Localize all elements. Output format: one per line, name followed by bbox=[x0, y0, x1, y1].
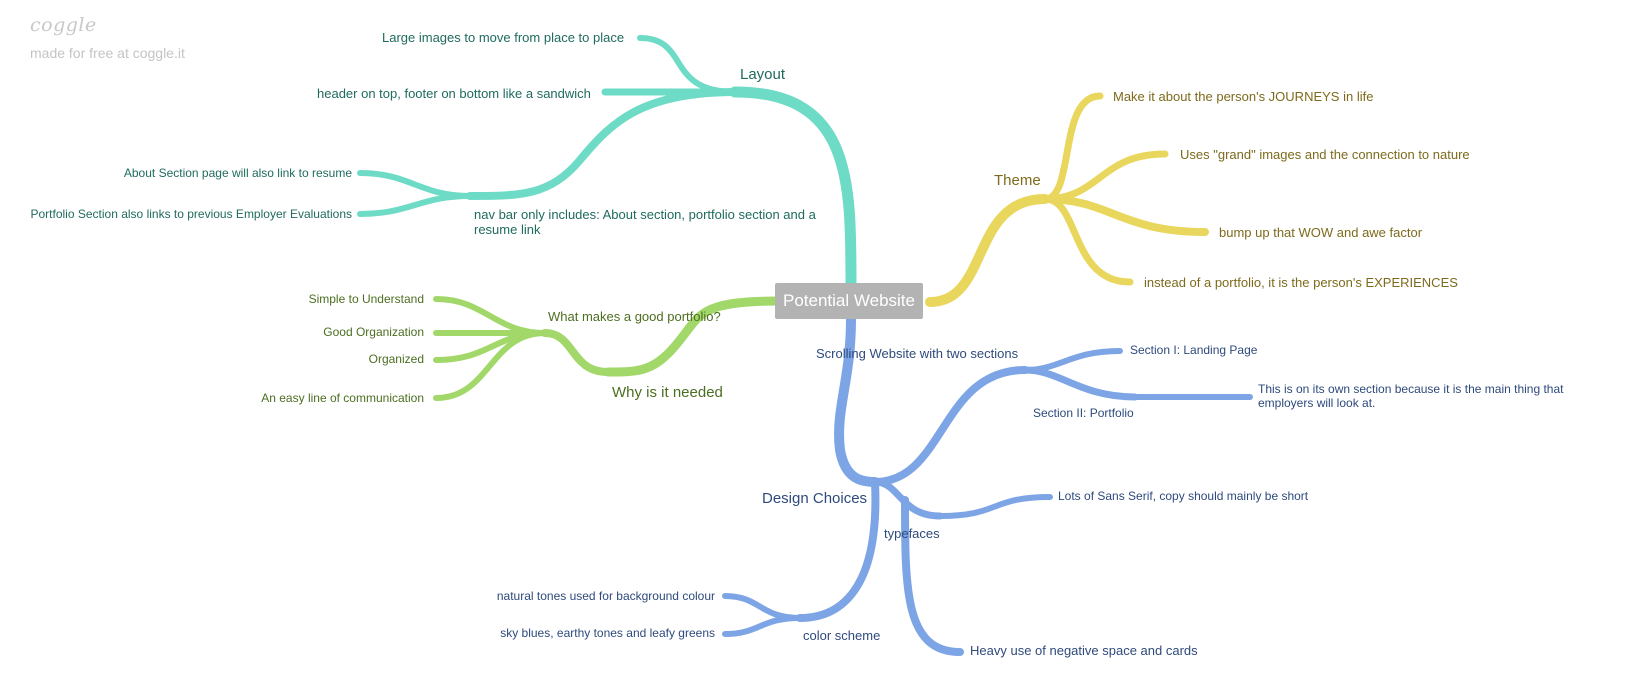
edge-layout bbox=[729, 86, 857, 291]
edge-scrolling bbox=[871, 366, 1029, 486]
node-about-section[interactable]: About Section page will also link to res… bbox=[123, 166, 352, 180]
node-large-images[interactable]: Large images to move from place to place bbox=[382, 30, 625, 45]
edge-portfolio-section bbox=[357, 193, 473, 217]
node-grand-images[interactable]: Uses "grand" images and the connection t… bbox=[1180, 147, 1470, 162]
node-why-needed[interactable]: Why is it needed bbox=[612, 384, 723, 401]
node-layout[interactable]: Layout bbox=[740, 66, 786, 83]
node-portfolio-section[interactable]: Portfolio Section also links to previous… bbox=[30, 207, 353, 221]
edge-wow bbox=[1041, 195, 1209, 236]
edge-good-portfolio bbox=[603, 296, 783, 377]
node-good-portfolio[interactable]: What makes a good portfolio? bbox=[548, 309, 721, 324]
edge-journeys bbox=[1041, 92, 1104, 203]
node-experiences[interactable]: instead of a portfolio, it is the person… bbox=[1144, 275, 1458, 290]
edge-communication bbox=[433, 330, 548, 401]
node-organized[interactable]: Organized bbox=[368, 352, 424, 366]
node-header-footer[interactable]: header on top, footer on bottom like a s… bbox=[317, 86, 591, 101]
edge-section2 bbox=[1021, 366, 1139, 401]
edge-large-images bbox=[637, 35, 738, 95]
node-negative-space[interactable]: Heavy use of negative space and cards bbox=[970, 643, 1198, 658]
edge-natural-tones bbox=[722, 593, 803, 621]
node-journeys[interactable]: Make it about the person's JOURNEYS in l… bbox=[1113, 89, 1374, 104]
node-natural-tones[interactable]: natural tones used for background colour bbox=[496, 589, 715, 603]
node-section2[interactable]: Section II: Portfolio bbox=[1033, 406, 1134, 420]
node-sky-blues[interactable]: sky blues, earthy tones and leafy greens bbox=[500, 626, 715, 640]
edge-design bbox=[834, 314, 880, 487]
node-own-section[interactable]: This is on its own section because it is… bbox=[1258, 382, 1564, 410]
edge-section1 bbox=[1022, 348, 1123, 373]
edge-sans-serif bbox=[937, 494, 1053, 519]
edge-color-scheme bbox=[796, 478, 880, 622]
central-node[interactable]: Potential Website bbox=[775, 283, 923, 319]
edge-simple bbox=[433, 296, 548, 336]
edge-theme bbox=[925, 194, 1050, 307]
edge-experiences bbox=[1041, 195, 1134, 286]
node-color-scheme[interactable]: color scheme bbox=[803, 628, 881, 643]
node-sans-serif[interactable]: Lots of Sans Serif, copy should mainly b… bbox=[1058, 489, 1309, 503]
node-simple[interactable]: Simple to Understand bbox=[308, 292, 424, 306]
node-section1[interactable]: Section I: Landing Page bbox=[1130, 343, 1258, 357]
node-nav-bar[interactable]: nav bar only includes: About section, po… bbox=[474, 207, 816, 237]
node-communication[interactable]: An easy line of communication bbox=[261, 391, 424, 405]
edge-about-section bbox=[357, 170, 473, 199]
edge-sky-blues bbox=[722, 615, 803, 637]
node-theme[interactable]: Theme bbox=[994, 172, 1041, 189]
node-scrolling[interactable]: Scrolling Website with two sections bbox=[816, 346, 1019, 361]
node-typefaces[interactable]: typefaces bbox=[884, 526, 940, 541]
node-design[interactable]: Design Choices bbox=[762, 490, 868, 507]
coggle-tagline[interactable]: made for free at coggle.it bbox=[30, 45, 185, 61]
node-wow[interactable]: bump up that WOW and awe factor bbox=[1219, 225, 1423, 240]
node-good-org[interactable]: Good Organization bbox=[323, 325, 424, 339]
edge-negative-space bbox=[901, 496, 964, 656]
edge-why-needed bbox=[541, 329, 612, 376]
coggle-logo[interactable]: coggle bbox=[30, 14, 97, 36]
edge-nav-bar bbox=[466, 88, 739, 200]
